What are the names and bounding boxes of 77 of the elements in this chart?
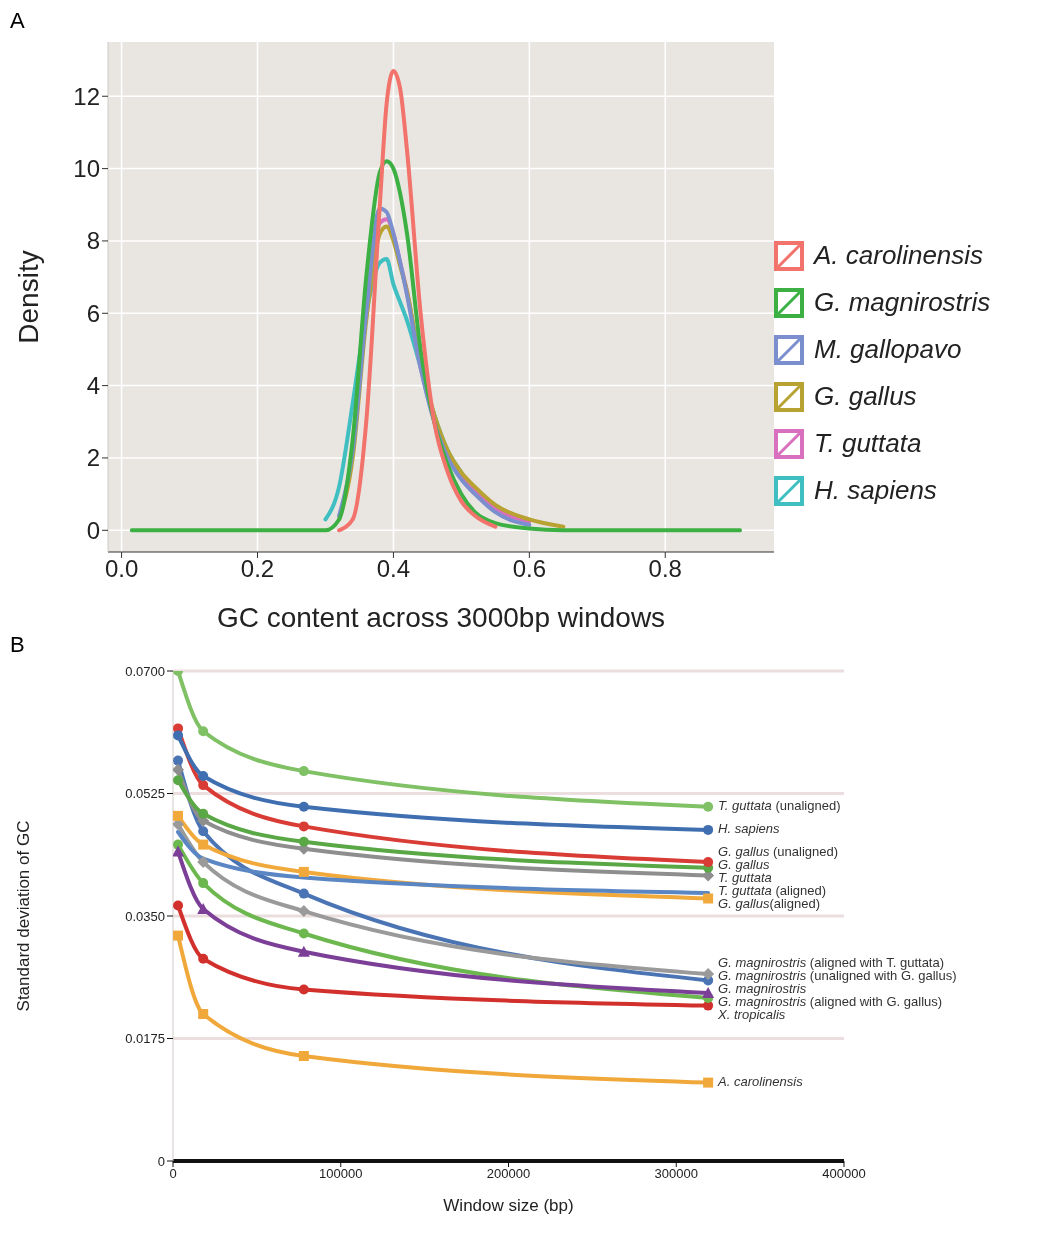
chart-title: B: [10, 632, 26, 657]
point: [198, 839, 209, 850]
point: [298, 984, 309, 995]
series-label: H. sapiens: [718, 821, 781, 837]
y-axis-title: Density: [12, 250, 44, 344]
point: [703, 824, 714, 835]
y-tick-label: 0.0525: [125, 786, 165, 802]
x-tick-label: 0: [169, 1166, 177, 1182]
point: [198, 780, 209, 791]
y-tick-label: 0.0350: [125, 908, 165, 924]
point: [703, 857, 714, 868]
x-tick-label: 0.2: [240, 555, 275, 583]
chart-title: A: [10, 8, 26, 33]
point: [173, 763, 185, 776]
point: [703, 1077, 714, 1088]
point: [173, 810, 184, 821]
legend-label: G. gallus: [814, 381, 917, 412]
point: [198, 1009, 209, 1019]
point: [298, 866, 309, 877]
point: [703, 893, 714, 904]
point: [298, 836, 309, 847]
y-tick-label: 0: [86, 516, 100, 544]
point: [702, 968, 715, 981]
point: [198, 808, 209, 819]
line-series: [337, 68, 498, 533]
y-axis-title: Standard deviation of GC: [14, 820, 34, 1012]
point: [173, 900, 184, 911]
x-tick-label: 0.4: [376, 555, 411, 583]
point: [198, 878, 209, 889]
legend-label: G. magnirostris: [814, 287, 991, 318]
x-tick-label: 200000: [486, 1166, 531, 1182]
y-tick-label: 2: [86, 444, 100, 472]
series-label: G. gallus (unaligned): [718, 844, 839, 860]
x-axis-title: Window size (bp): [443, 1196, 574, 1215]
point: [173, 930, 184, 941]
point: [298, 888, 309, 899]
x-tick-label: 0.0: [104, 555, 139, 583]
y-tick-label: 6: [86, 299, 100, 327]
point: [298, 821, 309, 832]
y-tick-label: 12: [73, 82, 100, 110]
point: [173, 755, 184, 766]
x-tick-label: 0.6: [512, 555, 547, 583]
point: [198, 726, 209, 737]
x-tick-label: 300000: [654, 1166, 698, 1182]
y-tick-label: 0: [157, 1153, 165, 1169]
point: [298, 766, 309, 777]
x-tick-label: 400000: [822, 1166, 866, 1182]
point: [198, 953, 209, 964]
point: [297, 905, 310, 918]
series-label: A. carolinensis: [717, 1074, 804, 1090]
point: [298, 1051, 309, 1061]
point: [198, 826, 209, 837]
point: [703, 801, 714, 812]
x-axis-title: GC content across 3000bp windows: [216, 602, 666, 633]
y-tick-label: 0.0700: [125, 663, 165, 679]
series-label: T. guttata (unaligned): [718, 798, 841, 814]
point: [198, 771, 209, 781]
point: [702, 987, 715, 998]
point: [298, 928, 309, 939]
point: [173, 730, 184, 741]
y-tick-label: 8: [86, 227, 100, 255]
point: [173, 775, 184, 786]
series-label: G. magnirostris (aligned with T. guttata): [718, 955, 945, 971]
line-series: [129, 159, 743, 533]
legend-label: T. guttata: [814, 428, 922, 459]
legend-label: H. sapiens: [814, 475, 937, 506]
legend-label: A. carolinensis: [814, 240, 984, 271]
y-tick-label: 0.0175: [125, 1031, 165, 1047]
point: [197, 856, 210, 869]
y-tick-label: 10: [73, 155, 100, 183]
x-tick-label: 100000: [319, 1166, 363, 1182]
point: [298, 801, 309, 812]
y-tick-label: 4: [86, 372, 100, 400]
x-tick-label: 0.8: [648, 555, 682, 583]
point: [297, 945, 310, 957]
point: [173, 845, 185, 857]
legend-label: M. gallopavo: [814, 334, 962, 365]
